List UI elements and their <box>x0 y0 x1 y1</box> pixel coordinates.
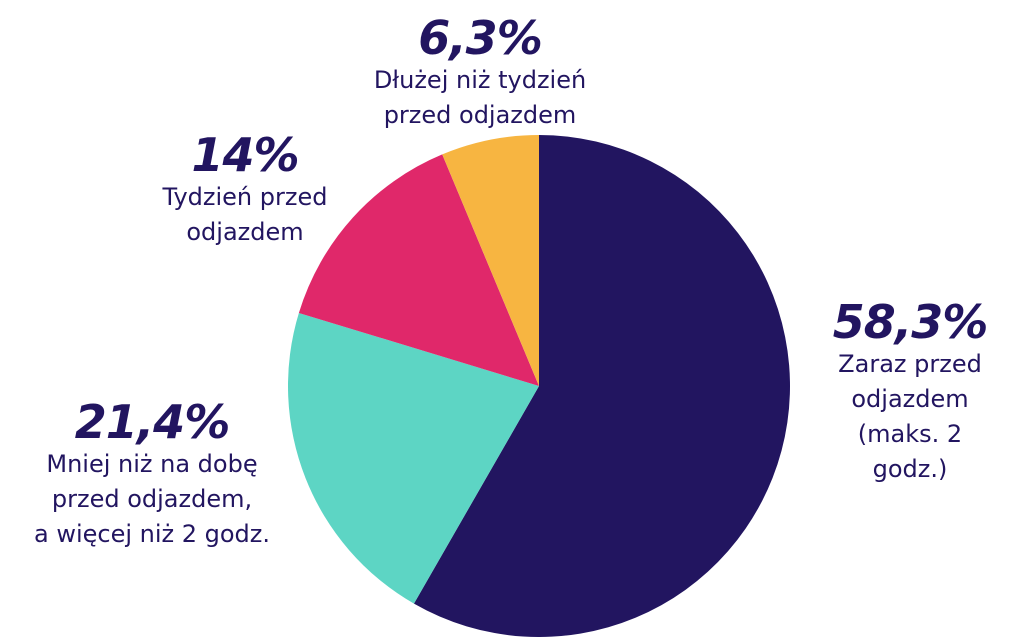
slice-label: 21,4% Mniej niż na dobę przed odjazdem, a… <box>34 397 270 552</box>
slice-label: 6,3% Dłużej niż tydzień przed odjazdem <box>374 13 586 133</box>
slice-label: 14% Tydzień przed odjazdem <box>163 130 328 250</box>
pie-slice <box>288 312 539 604</box>
slice-label: 58,3% Zaraz przed odjazdem (maks. 2 godz.… <box>832 295 989 487</box>
value-label: 21,4% <box>74 395 231 449</box>
value-label: 14% <box>191 128 299 182</box>
category-label: Tydzień przed odjazdem <box>162 183 328 246</box>
pie-slice <box>442 135 539 386</box>
pie-slice <box>298 154 539 386</box>
category-label: Dłużej niż tydzień przed odjazdem <box>373 66 587 129</box>
value-label: 58,3% <box>832 295 989 349</box>
category-label: Mniej niż na dobę przed odjazdem, a więc… <box>33 450 271 548</box>
value-label: 6,3% <box>418 11 543 65</box>
category-label: Zaraz przed odjazdem (maks. 2 godz.) <box>838 350 982 483</box>
pie-slice <box>413 135 790 637</box>
